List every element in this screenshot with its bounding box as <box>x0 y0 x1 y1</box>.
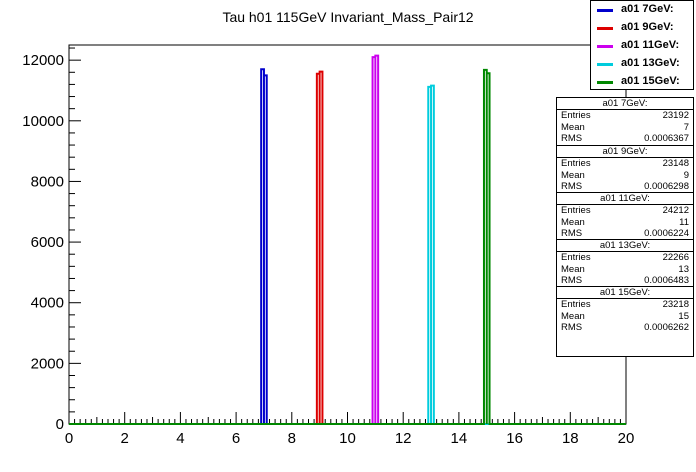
y-tick-label: 0 <box>56 416 64 433</box>
x-tick-label: 18 <box>562 430 579 447</box>
stat-box-title: a01 15GeV: <box>557 287 693 299</box>
legend-item: a01 15GeV: <box>591 73 693 91</box>
x-tick-label: 12 <box>395 430 412 447</box>
stat-key: Entries <box>561 252 591 263</box>
y-tick-label: 8000 <box>31 173 64 190</box>
stat-value: 0.0006262 <box>644 322 689 333</box>
stat-key: RMS <box>561 133 583 144</box>
stat-value: 9 <box>683 169 689 181</box>
stat-key: Entries <box>561 158 591 169</box>
x-tick-label: 6 <box>232 430 240 447</box>
stat-key: RMS <box>561 228 583 239</box>
x-tick-label: 2 <box>121 430 129 447</box>
legend-label: a01 15GeV: <box>621 75 680 87</box>
legend-label: a01 13GeV: <box>621 57 680 69</box>
legend-item: a01 7GeV: <box>591 1 693 19</box>
plot-frame <box>68 44 627 425</box>
x-tick-label: 16 <box>506 430 523 447</box>
stat-key: RMS <box>561 322 583 333</box>
stat-row-entries: Entries 23218 <box>561 299 689 311</box>
x-tick-label: 20 <box>618 430 635 447</box>
stat-box-title: a01 11GeV: <box>557 193 693 205</box>
x-tick-label: 4 <box>176 430 184 447</box>
stat-box: a01 11GeV: Entries 24212 Mean 11 RMS 0.0006224 <box>557 192 693 239</box>
stat-box-title: a01 9GeV: <box>557 146 693 158</box>
stat-key: Mean <box>561 216 585 228</box>
x-tick-label: 10 <box>339 430 356 447</box>
stat-key: Mean <box>561 310 585 322</box>
stat-box-title: a01 7GeV: <box>557 98 693 110</box>
legend-swatch <box>597 9 613 12</box>
legend-item: a01 9GeV: <box>591 19 693 37</box>
stat-key: RMS <box>561 181 583 192</box>
histogram-series-2 <box>69 54 626 425</box>
stat-value: 24212 <box>662 205 689 216</box>
y-tick-label: 2000 <box>31 355 64 372</box>
stat-row-mean: Mean 15 <box>561 311 689 323</box>
stat-row-mean: Mean 7 <box>561 122 689 134</box>
x-tick-label: 8 <box>288 430 296 447</box>
stat-value: 0.0006367 <box>644 133 689 144</box>
stat-value: 0.0006483 <box>644 275 689 286</box>
histogram-series-4 <box>69 68 626 425</box>
stat-value: 23218 <box>662 299 689 310</box>
y-tick-label: 10000 <box>22 113 64 130</box>
stat-row-rms: RMS 0.0006483 <box>561 275 689 287</box>
stat-box: a01 7GeV: Entries 23192 Mean 7 RMS 0.0006367 <box>557 98 693 145</box>
legend-swatch <box>597 27 613 30</box>
stat-key: Mean <box>561 121 585 133</box>
stat-row-mean: Mean 11 <box>561 217 689 229</box>
stat-value: 13 <box>678 263 689 275</box>
stat-box-title: a01 13GeV: <box>557 240 693 252</box>
legend-swatch <box>597 63 613 66</box>
stat-value: 15 <box>678 310 689 322</box>
y-tick-label: 6000 <box>31 234 64 251</box>
legend: a01 7GeV: a01 9GeV: a01 11GeV: a01 13GeV: a0… <box>590 0 694 90</box>
histogram-series-3 <box>69 84 626 425</box>
legend-label: a01 9GeV: <box>621 21 674 33</box>
stat-row-entries: Entries 22266 <box>561 252 689 264</box>
stats-panel: a01 7GeV: Entries 23192 Mean 7 RMS 0.0006367 a0… <box>556 97 694 357</box>
stat-box: a01 15GeV: Entries 23218 Mean 15 RMS 0.0006262 <box>557 286 693 333</box>
chart-title: Tau h01 115GeV Invariant_Mass_Pair12 <box>222 9 474 25</box>
stat-key: Mean <box>561 169 585 181</box>
histogram-series-0 <box>69 68 626 425</box>
stat-row-entries: Entries 23192 <box>561 110 689 122</box>
stat-value: 0.0006298 <box>644 181 689 192</box>
stat-row-entries: Entries 23148 <box>561 158 689 170</box>
stat-key: RMS <box>561 275 583 286</box>
stat-row-mean: Mean 9 <box>561 170 689 182</box>
stat-box: a01 13GeV: Entries 22266 Mean 13 RMS 0.0006483 <box>557 239 693 286</box>
y-tick-label: 4000 <box>31 295 64 312</box>
stat-row-entries: Entries 24212 <box>561 205 689 217</box>
stat-value: 22266 <box>662 252 689 263</box>
x-tick-label: 0 <box>65 430 73 447</box>
stat-key: Entries <box>561 299 591 310</box>
stat-row-rms: RMS 0.0006367 <box>561 133 689 145</box>
stat-row-mean: Mean 13 <box>561 264 689 276</box>
stat-key: Entries <box>561 110 591 121</box>
stat-row-rms: RMS 0.0006224 <box>561 228 689 240</box>
stat-key: Mean <box>561 263 585 275</box>
y-tick-label: 12000 <box>22 52 64 69</box>
stat-row-rms: RMS 0.0006262 <box>561 322 689 334</box>
stat-value: 11 <box>679 216 689 228</box>
legend-item: a01 11GeV: <box>591 37 693 55</box>
stat-box: a01 9GeV: Entries 23148 Mean 9 RMS 0.0006298 <box>557 145 693 192</box>
stat-row-rms: RMS 0.0006298 <box>561 181 689 193</box>
stat-value: 0.0006224 <box>644 228 689 239</box>
legend-swatch <box>597 81 613 84</box>
stat-value: 23192 <box>662 110 689 121</box>
stat-value: 7 <box>683 121 689 133</box>
legend-label: a01 7GeV: <box>621 3 674 15</box>
legend-label: a01 11GeV: <box>621 39 680 51</box>
legend-item: a01 13GeV: <box>591 55 693 73</box>
histogram-series-1 <box>69 70 626 425</box>
legend-swatch <box>597 45 613 48</box>
stat-value: 23148 <box>662 158 689 169</box>
x-tick-label: 14 <box>451 430 468 447</box>
stat-key: Entries <box>561 205 591 216</box>
